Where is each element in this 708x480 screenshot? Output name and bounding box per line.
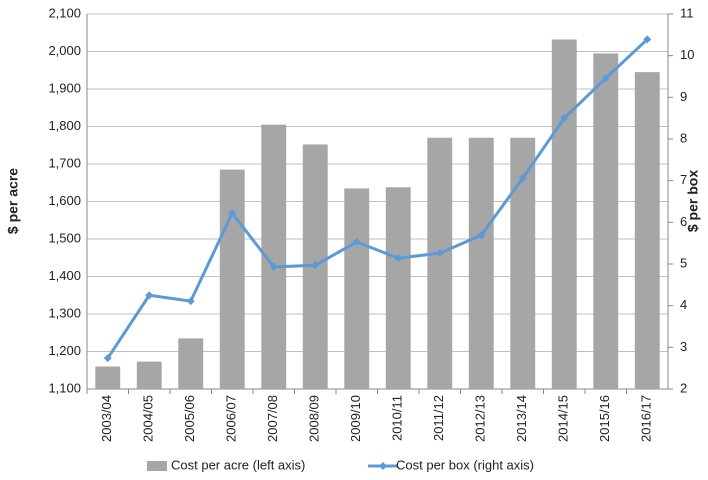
x-tick-label: 2007/08 (265, 395, 280, 442)
x-tick-label: 2011/12 (431, 395, 446, 441)
bar (634, 72, 660, 389)
x-tick-label: 2012/13 (473, 395, 488, 442)
marker (477, 231, 486, 240)
bar (551, 39, 577, 389)
x-tick-label: 2009/10 (348, 395, 363, 442)
y2-tick-label: 10 (680, 47, 694, 62)
bar (95, 366, 121, 389)
legend-marker (379, 462, 387, 470)
y2-axis-title: $ per box (685, 170, 701, 232)
y-tick-label: 1,500 (48, 230, 81, 245)
y2-tick-label: 5 (680, 255, 687, 270)
bar (136, 361, 162, 389)
bar (385, 187, 411, 389)
x-tick-label: 2005/06 (182, 395, 197, 442)
marker (643, 35, 652, 44)
y2-tick-label: 2 (680, 380, 687, 395)
y-tick-label: 1,100 (48, 380, 81, 395)
y-tick-label: 1,200 (48, 343, 81, 358)
y-tick-label: 2,000 (48, 43, 81, 58)
marker (435, 249, 444, 258)
y2-tick-label: 8 (680, 130, 687, 145)
marker (394, 254, 403, 263)
y-tick-label: 1,300 (48, 305, 81, 320)
bar (219, 169, 245, 389)
y-tick-label: 1,600 (48, 193, 81, 208)
y2-tick-label: 7 (680, 172, 687, 187)
y-tick-label: 2,100 (48, 5, 81, 20)
legend-label: Cost per box (right axis) (396, 457, 534, 472)
y-tick-label: 1,900 (48, 80, 81, 95)
marker (311, 261, 320, 270)
x-tick-label: 2008/09 (307, 395, 322, 442)
x-tick-label: 2013/14 (514, 395, 529, 442)
line (106, 38, 649, 359)
y2-tick-label: 11 (680, 5, 694, 20)
y-axis-title: $ per acre (5, 168, 21, 234)
marker (560, 114, 569, 123)
legend-swatch (147, 461, 167, 471)
y2-tick-label: 6 (680, 214, 687, 229)
y2-tick-label: 9 (680, 89, 687, 104)
bar (427, 137, 453, 389)
x-tick-label: 2004/05 (141, 395, 156, 442)
bar (178, 338, 204, 389)
bar (593, 53, 619, 389)
y-tick-label: 1,700 (48, 155, 81, 170)
marker (269, 262, 278, 271)
bar (344, 188, 370, 389)
x-tick-label: 2014/15 (556, 395, 571, 442)
y-tick-label: 1,800 (48, 118, 81, 133)
x-tick-label: 2010/11 (390, 395, 405, 441)
y2-tick-label: 4 (680, 297, 687, 312)
x-tick-label: 2016/17 (639, 395, 654, 442)
marker (601, 74, 610, 83)
marker (352, 237, 361, 246)
y2-tick-label: 3 (680, 339, 687, 354)
marker (518, 174, 527, 183)
legend-label: Cost per acre (left axis) (171, 457, 305, 472)
marker (228, 209, 237, 218)
marker (103, 354, 112, 363)
bar (468, 137, 494, 389)
marker (145, 291, 154, 300)
marker (186, 297, 195, 306)
x-tick-label: 2015/16 (597, 395, 612, 442)
x-tick-label: 2003/04 (99, 395, 114, 442)
x-tick-label: 2006/07 (224, 395, 239, 442)
y-tick-label: 1,400 (48, 268, 81, 283)
